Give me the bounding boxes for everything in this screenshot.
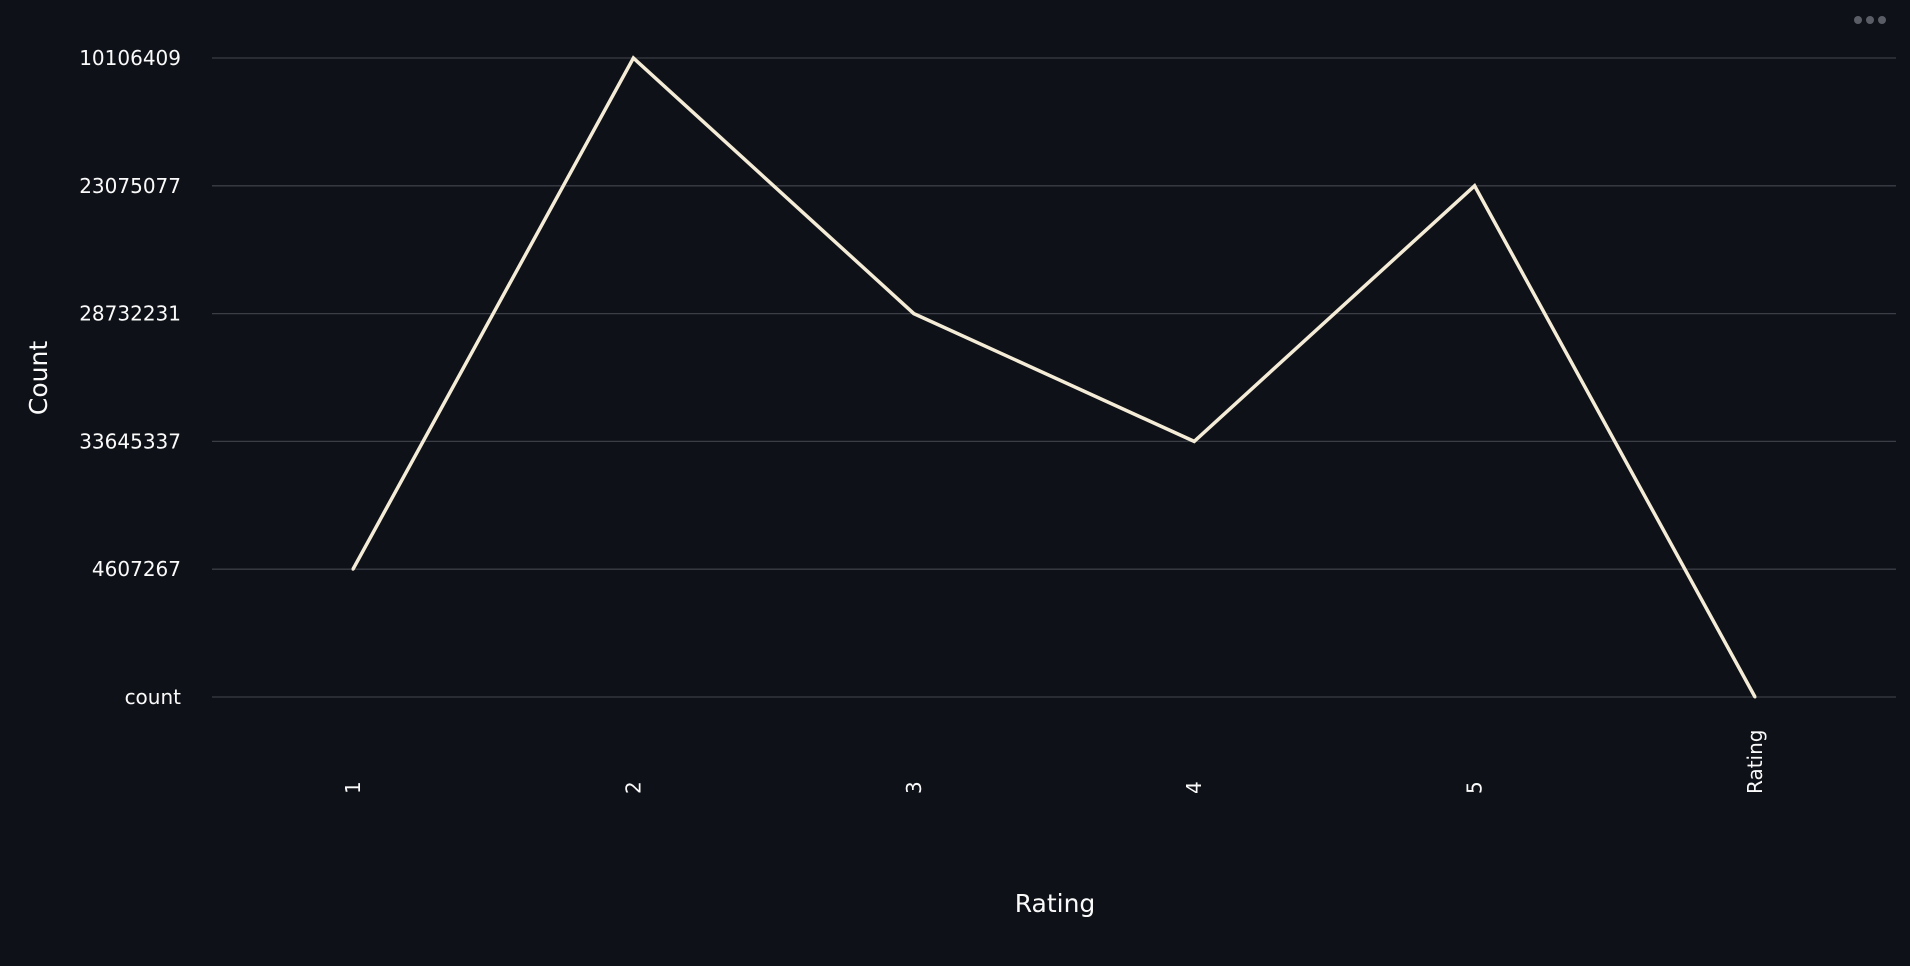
x-tick-labels: 1 2 3 4 5 Rating <box>341 730 1767 794</box>
x-tick-label: 3 <box>902 781 926 794</box>
more-horizontal-icon <box>1854 16 1886 24</box>
data-point <box>1192 439 1196 443</box>
x-tick-label: Rating <box>1743 730 1767 794</box>
series-layer <box>351 55 1757 699</box>
y-tick-label: 23075077 <box>79 174 181 198</box>
x-axis-title: Rating <box>1015 889 1096 918</box>
data-point <box>631 56 635 60</box>
y-tick-label: 4607267 <box>92 557 181 581</box>
y-tick-label: 28732231 <box>79 302 181 326</box>
x-tick-label: 5 <box>1463 781 1487 794</box>
y-axis-title: Count <box>24 341 53 415</box>
data-point <box>351 567 355 571</box>
y-tick-label: count <box>125 685 182 709</box>
data-point <box>1753 695 1757 699</box>
y-tick-labels: 10106409 23075077 28732231 33645337 4607267 c… <box>79 46 181 709</box>
x-tick-label: 1 <box>341 781 365 794</box>
series-line <box>351 55 1757 698</box>
data-point <box>1473 184 1477 188</box>
x-tick-label: 2 <box>621 781 645 794</box>
more-options-button[interactable] <box>1850 10 1892 30</box>
y-tick-label: 10106409 <box>79 46 181 70</box>
y-tick-label: 33645337 <box>79 429 181 453</box>
data-point <box>912 312 916 316</box>
x-tick-label: 4 <box>1182 781 1206 794</box>
